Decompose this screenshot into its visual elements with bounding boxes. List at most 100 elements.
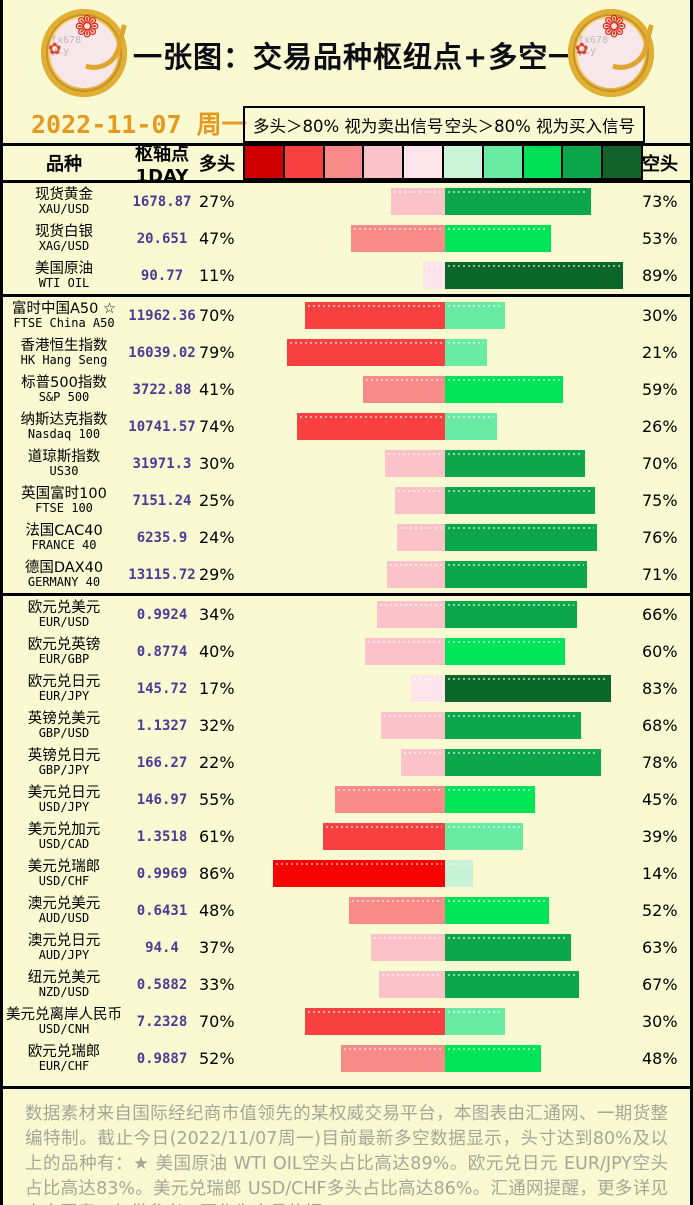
small-flower-icon: ✿ [48,39,62,58]
short-percent: 67% [642,975,678,994]
instrument-cell: 香港恒生指数 HK Hang Seng [3,338,125,368]
pivot-value: 31971.3 [132,455,192,472]
long-bar-segment [423,262,445,289]
instrument-name-cn: 纳斯达克指数 [20,411,108,428]
pivot-value: 0.9969 [136,865,188,882]
long-short-bar [249,966,638,1003]
instrument-cell: 美元兑加元 USD/CAD [3,822,125,852]
instrument-name-cn: 法国CAC40 [25,522,103,539]
short-bar-segment [445,971,579,998]
short-bar-segment [445,450,585,477]
long-short-bar [249,1003,638,1040]
instrument-name-en: GBP/JPY [38,763,90,778]
pivot-value: 7151.24 [132,492,192,509]
scale-swatch [404,146,444,178]
scale-swatch [603,146,641,178]
column-header-pivot: 枢轴点1DAY [135,143,189,187]
long-percent: 40% [199,642,235,661]
instrument-name-en: FRANCE 40 [31,538,97,553]
instrument-name-en: WTI OIL [38,276,90,291]
instrument-name-cn: 德国DAX40 [24,559,104,576]
instrument-cell: 欧元兑英镑 EUR/GBP [3,637,125,667]
instrument-name-en: XAG/USD [38,239,90,254]
scale-swatch [245,146,285,178]
logo-face [577,18,645,88]
disclaimer-text: 数据素材来自国际经纪商市值领先的某权威交易平台，本图表由汇通网、一期货整编特制。… [3,1086,690,1205]
page-title: 一张图：交易品种枢纽点+多空一览 [133,40,609,74]
color-scale [243,146,643,180]
signal-legend-box: 多头＞80% 视为卖出信号 空头＞80% 视为买入信号 [243,106,645,143]
instrument-name-cn: 美国原油 [35,260,93,277]
instrument-cell: 德国DAX40 GERMANY 40 [3,560,125,590]
instrument-name-cn: 标普500指数 [21,374,107,391]
pivot-value: 166.27 [136,754,188,771]
pivot-value: 10741.57 [128,418,196,435]
long-percent: 27% [199,192,235,211]
long-bar-segment [381,712,445,739]
long-bar-segment [273,860,445,887]
short-bar-segment [445,302,505,329]
instrument-name-en: EUR/JPY [38,689,90,704]
table-header-row: 品种 枢轴点1DAY 多头 空头 [3,143,690,187]
table-row: 法国CAC40 FRANCE 40 6235.9 24% 76% [3,519,690,556]
scale-swatch [523,146,564,178]
column-header-instrument: 品种 [46,154,82,175]
short-percent: 76% [642,528,678,547]
short-percent: 59% [642,380,678,399]
brand-logo-right: ❁ ✿ fx678 yly [568,9,654,97]
pivot-value: 7.2328 [136,1013,188,1030]
short-percent: 26% [642,417,678,436]
instrument-name-en: US30 [49,464,79,479]
instrument-cell: 美元兑瑞郎 USD/CHF [3,859,125,889]
instrument-name-cn: 美元兑加元 [27,821,101,838]
instrument-name-en: EUR/CHF [38,1059,90,1074]
short-bar-segment [445,934,571,961]
short-bar-segment [445,561,587,588]
short-percent: 75% [642,491,678,510]
pivot-value: 90.77 [140,267,184,284]
long-bar-segment [395,487,445,514]
table-body: 现货黄金 XAU/USD 1678.87 27% 73% 现货白银 XAG/US… [3,183,690,1077]
logo-watermark: fx678 yly [51,35,82,57]
long-short-bar [249,633,638,670]
table-row: 香港恒生指数 HK Hang Seng 16039.02 79% 21% [3,334,690,371]
table-row: 美国原油 WTI OIL 90.77 11% 89% [3,257,690,294]
instrument-name-en: S&P 500 [38,390,90,405]
instrument-name-cn: 美元兑日元 [27,784,101,801]
short-percent: 45% [642,790,678,809]
short-percent: 68% [642,716,678,735]
long-percent: 34% [199,605,235,624]
instrument-name-cn: 香港恒生指数 [20,337,108,354]
row-group: 富时中国A50 ☆ FTSE China A50 11962.36 70% 30… [3,297,690,593]
long-short-bar [249,482,638,519]
scale-swatch [563,146,604,178]
table-row: 英镑兑美元 GBP/USD 1.1327 32% 68% [3,707,690,744]
instrument-name-en: AUD/JPY [38,948,90,963]
short-bar-segment [445,1008,505,1035]
instrument-name-en: EUR/USD [38,615,90,630]
instrument-cell: 现货黄金 XAU/USD [3,187,125,217]
instrument-name-cn: 富时中国A50 ☆ [12,300,116,317]
short-bar-segment [445,225,551,252]
instrument-name-cn: 英国富时100 [21,485,107,502]
long-short-bar [249,519,638,556]
row-group: 现货黄金 XAU/USD 1678.87 27% 73% 现货白银 XAG/US… [3,183,690,294]
instrument-name-cn: 美元兑瑞郎 [27,858,101,875]
long-short-bar [249,1040,638,1077]
long-percent: 52% [199,1049,235,1068]
long-percent: 79% [199,343,235,362]
long-percent: 48% [199,901,235,920]
logo-face [50,18,118,88]
long-percent: 17% [199,679,235,698]
instrument-cell: 澳元兑日元 AUD/JPY [3,933,125,963]
long-bar-segment [305,302,445,329]
short-percent: 63% [642,938,678,957]
instrument-name-en: HK Hang Seng [20,353,108,368]
logo-watermark: fx678 yly [578,35,609,57]
pivot-value: 16039.02 [128,344,196,361]
group-divider [3,294,690,297]
short-percent: 14% [642,864,678,883]
long-short-bar [249,892,638,929]
column-header-short: 空头 [642,154,678,175]
long-bar-segment [371,934,445,961]
